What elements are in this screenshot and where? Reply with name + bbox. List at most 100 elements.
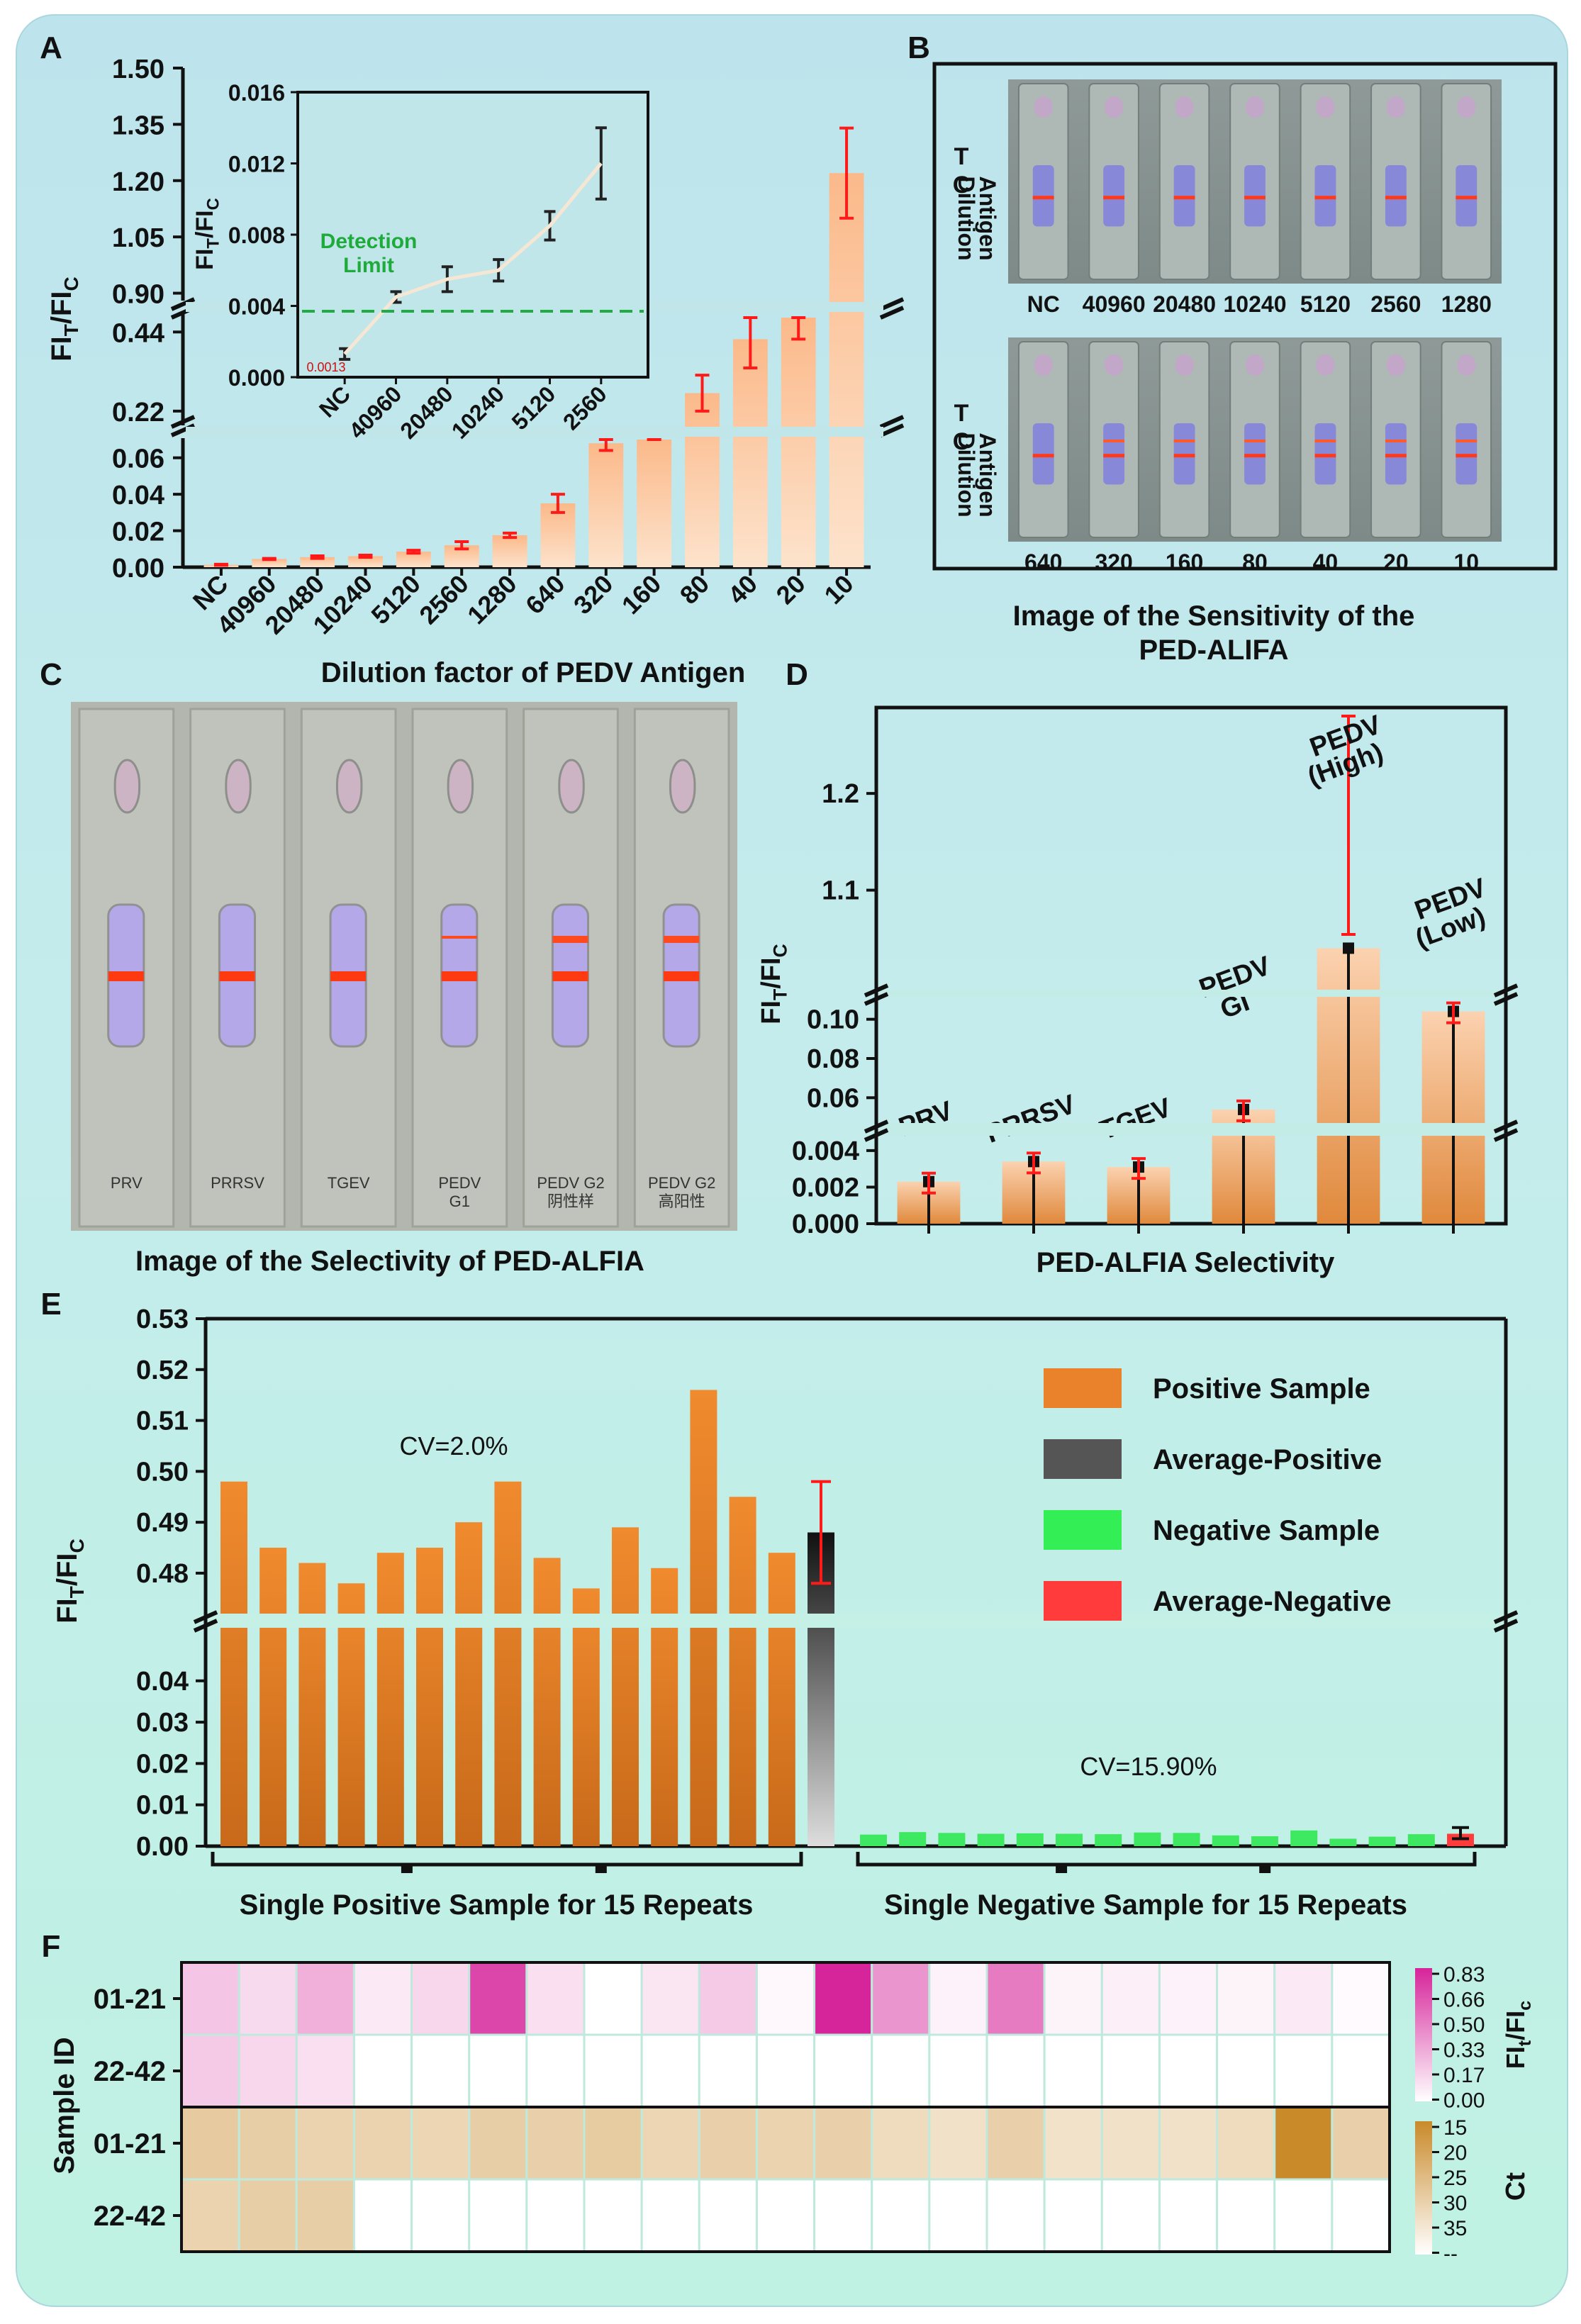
f-cell-1-19 (1273, 2033, 1334, 2108)
b-bottom-well-2 (1175, 354, 1194, 376)
d-ticklabel-1-0: 0.06 (807, 1083, 859, 1113)
b-bottom-cline-1 (1103, 454, 1125, 458)
break-gap-a-low-2 (186, 427, 883, 437)
d-catlabel-2-0: TGEV (1096, 1093, 1175, 1146)
f-cell-0-12 (871, 1961, 931, 2036)
ticklabel-a-high-0: 0.90 (112, 280, 164, 310)
e-neg-bar-4 (1016, 1833, 1044, 1846)
b-top-cline-0 (1032, 196, 1054, 200)
bar-a-3 (348, 556, 383, 567)
f-cell-0-7 (583, 1961, 643, 2036)
f-cell-1-7 (583, 2033, 643, 2108)
e-neg-bar-5 (1056, 1833, 1083, 1846)
e-break-r-a (1493, 1610, 1519, 1624)
f-cell-2-3 (352, 2106, 413, 2181)
e-pos-bar-2 (298, 1563, 326, 1846)
c-tline-4 (552, 936, 588, 943)
f-cell-3-12 (871, 2178, 931, 2253)
f-cell-0-1 (238, 1961, 298, 2036)
xticklabel-a-13: 10 (818, 569, 859, 610)
break-mark-a3-a (879, 415, 905, 429)
xticklabel-a-4: 5120 (365, 569, 426, 630)
b-top-label-4: 5120 (1300, 291, 1351, 317)
e-pos-bar-6 (455, 1522, 483, 1846)
f-cell-0-10 (755, 1961, 816, 2036)
e-neg-bar-2 (938, 1833, 966, 1846)
e-pos-bar-14 (768, 1553, 795, 1846)
f-ct-scale-label-0: 15 (1443, 2116, 1467, 2140)
e-break-l-b (193, 1619, 218, 1633)
f-cell-2-19 (1273, 2106, 1334, 2181)
f-fi-scale-label-5: 0.00 (1443, 2089, 1485, 2113)
b-top-cline-1 (1103, 196, 1125, 200)
f-cell-2-0 (180, 2106, 240, 2181)
e-brace-pos-mark-1 (595, 1865, 607, 1873)
xlabel-a: Dilution factor of PEDV Antigen (321, 657, 746, 688)
b-top-well-6 (1457, 96, 1476, 118)
f-cell-1-6 (525, 2033, 586, 2108)
ticklabel-a-low-1: 0.02 (112, 518, 164, 547)
f-cell-2-4 (410, 2106, 471, 2181)
e-ticklabel-high-1: 0.49 (136, 1508, 189, 1538)
bar-a-4 (396, 552, 431, 567)
e-break-gap (208, 1614, 1504, 1628)
f-cell-0-2 (295, 1961, 355, 2036)
b-top-well-5 (1386, 96, 1405, 118)
bar-a-9 (637, 440, 672, 567)
f-cell-3-15 (1043, 2178, 1103, 2253)
detection-label-2: Limit (343, 254, 394, 277)
f-ct-scale (1415, 2121, 1432, 2255)
e-cv-positive: CV=2.0% (399, 1431, 508, 1460)
f-cell-2-7 (583, 2106, 643, 2181)
e-neg-bar-0 (860, 1834, 887, 1846)
f-cell-3-19 (1273, 2178, 1334, 2253)
d-ticklabel-0-1: 0.002 (792, 1173, 859, 1202)
f-cell-2-13 (928, 2106, 988, 2181)
b-top-cline-2 (1173, 196, 1195, 200)
d-ticklabel-0-0: 0.000 (792, 1210, 859, 1239)
e-pos-bar-0 (220, 1481, 247, 1846)
ticklabel-a-high-2: 1.20 (112, 167, 164, 197)
inset-ticklabel-0: 0.000 (228, 365, 285, 391)
f-cell-1-3 (352, 2033, 413, 2108)
f-cell-3-18 (1216, 2178, 1276, 2253)
e-break-r-b (1493, 1619, 1519, 1633)
c-strip-label2-5: 高阳性 (659, 1192, 705, 1210)
e-ticklabel-low-0: 0.00 (136, 1832, 189, 1862)
e-ticklabel-high-0: 0.48 (136, 1559, 189, 1589)
inset-ticklabel-2: 0.008 (228, 223, 285, 248)
b-top-side-t: T (954, 143, 969, 170)
d-frame (874, 705, 1508, 1226)
f-cell-0-18 (1216, 1961, 1276, 2036)
b-bottom-side-t: T (954, 400, 969, 427)
f-cell-2-10 (755, 2106, 816, 2181)
f-cell-2-1 (238, 2106, 298, 2181)
c-cline-2 (330, 971, 367, 981)
f-cell-0-15 (1043, 1961, 1103, 2036)
ticklabel-a-mid-1: 0.44 (112, 318, 164, 348)
xticklabel-a-8: 320 (568, 569, 618, 620)
e-pos-bar-8 (533, 1558, 561, 1846)
f-cell-0-5 (468, 1961, 528, 2036)
ticklabel-a-low-3: 0.06 (112, 445, 164, 474)
e-pos-bar-4 (376, 1553, 404, 1846)
c-photo (71, 702, 737, 1231)
c-well-5 (669, 759, 696, 814)
panel-letter-b: B (907, 30, 930, 65)
f-cell-1-14 (985, 2033, 1046, 2108)
f-fi-scale-label-2: 0.50 (1443, 2013, 1485, 2037)
e-neg-bar-1 (899, 1832, 927, 1846)
xticklabel-a-11: 40 (722, 569, 763, 610)
f-cell-1-1 (238, 2033, 298, 2108)
b-top-label-1: 40960 (1083, 291, 1146, 317)
e-legend-label-2: Negative Sample (1153, 1515, 1380, 1546)
b-top-label-5: 2560 (1370, 291, 1421, 317)
bar-a-7 (540, 503, 576, 567)
f-cell-2-9 (698, 2106, 758, 2181)
f-cell-0-6 (525, 1961, 586, 2036)
e-brace-neg-mark-1 (1259, 1865, 1271, 1873)
c-strip-label-5: PEDV G2 (648, 1174, 715, 1192)
d-ticklabel-0-2: 0.004 (792, 1136, 859, 1166)
detection-label-1: Detection (320, 230, 418, 253)
